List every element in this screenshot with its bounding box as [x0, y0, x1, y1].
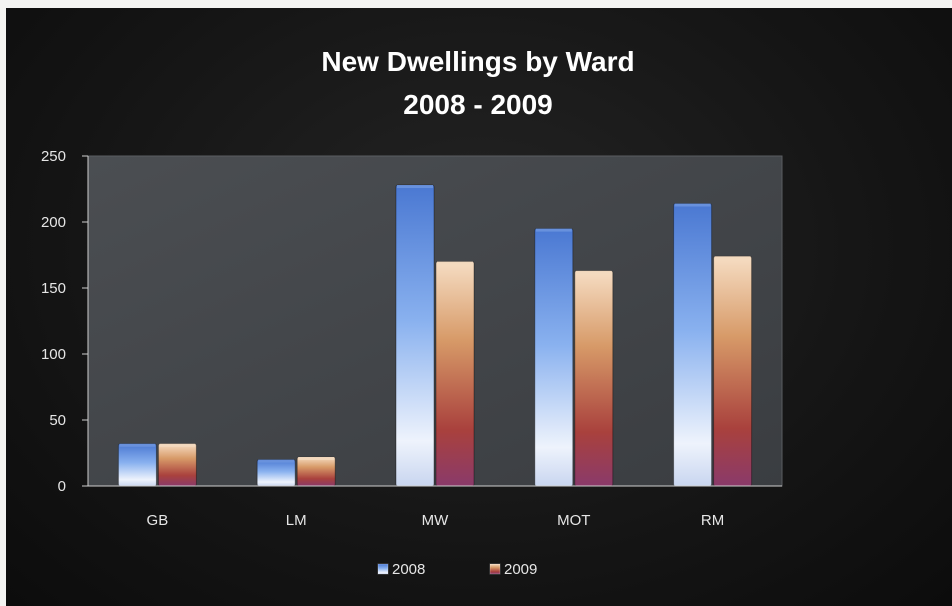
bar-2008-mot	[534, 228, 574, 487]
x-tick-label: RM	[701, 512, 724, 529]
legend: 2008 2009	[377, 561, 537, 578]
chart-frame: New Dwellings by Ward 2008 - 2009 0 50 100…	[6, 8, 952, 606]
bar-2008-mw	[395, 184, 435, 487]
bar-cap	[714, 256, 751, 260]
bar-cap	[575, 270, 612, 274]
y-tick-label: 50	[49, 412, 66, 429]
x-tick-label: GB	[147, 512, 169, 529]
y-tick-label: 100	[41, 346, 66, 363]
bar-2009-mot	[574, 270, 614, 487]
chart-title-group: New Dwellings by Ward 2008 - 2009	[321, 46, 634, 120]
bar-cap	[535, 228, 572, 232]
bar-cap	[674, 203, 711, 207]
bar-2008-lm	[256, 459, 296, 487]
legend-label-2009: 2009	[504, 561, 537, 578]
chart-canvas: New Dwellings by Ward 2008 - 2009 0 50 100…	[41, 46, 783, 578]
bars-group	[117, 184, 753, 487]
x-axis: GB LM MW MOT RM	[88, 485, 782, 529]
y-tick-label: 0	[58, 478, 66, 495]
bar-2009-gb	[157, 443, 197, 487]
bar-2008-rm	[673, 203, 713, 487]
y-tick-label: 250	[41, 148, 66, 165]
bar-2009-rm	[713, 255, 753, 487]
bar-cap	[397, 185, 433, 189]
y-axis: 0 50 100 150 200 250	[41, 148, 89, 495]
bar-2008-gb	[117, 443, 157, 487]
legend-label-2008: 2008	[392, 561, 425, 578]
bar-2009-lm	[296, 456, 336, 487]
chart-title: New Dwellings by Ward	[321, 46, 634, 77]
plot-area	[87, 155, 783, 487]
x-tick-label: MOT	[557, 512, 590, 529]
x-tick-label: MW	[422, 512, 449, 529]
bar-cap	[437, 261, 473, 265]
bar-cap	[258, 459, 295, 463]
bar-cap	[159, 443, 196, 447]
x-tick-label: LM	[286, 512, 307, 529]
bar-cap	[298, 456, 335, 460]
y-tick-label: 200	[41, 214, 66, 231]
chart-subtitle: 2008 - 2009	[403, 89, 552, 120]
bar-2009-mw	[435, 261, 475, 487]
y-tick-label: 150	[41, 280, 66, 297]
bar-cap	[119, 443, 156, 447]
legend-swatch-2009	[489, 563, 501, 575]
legend-swatch-2008	[377, 563, 389, 575]
